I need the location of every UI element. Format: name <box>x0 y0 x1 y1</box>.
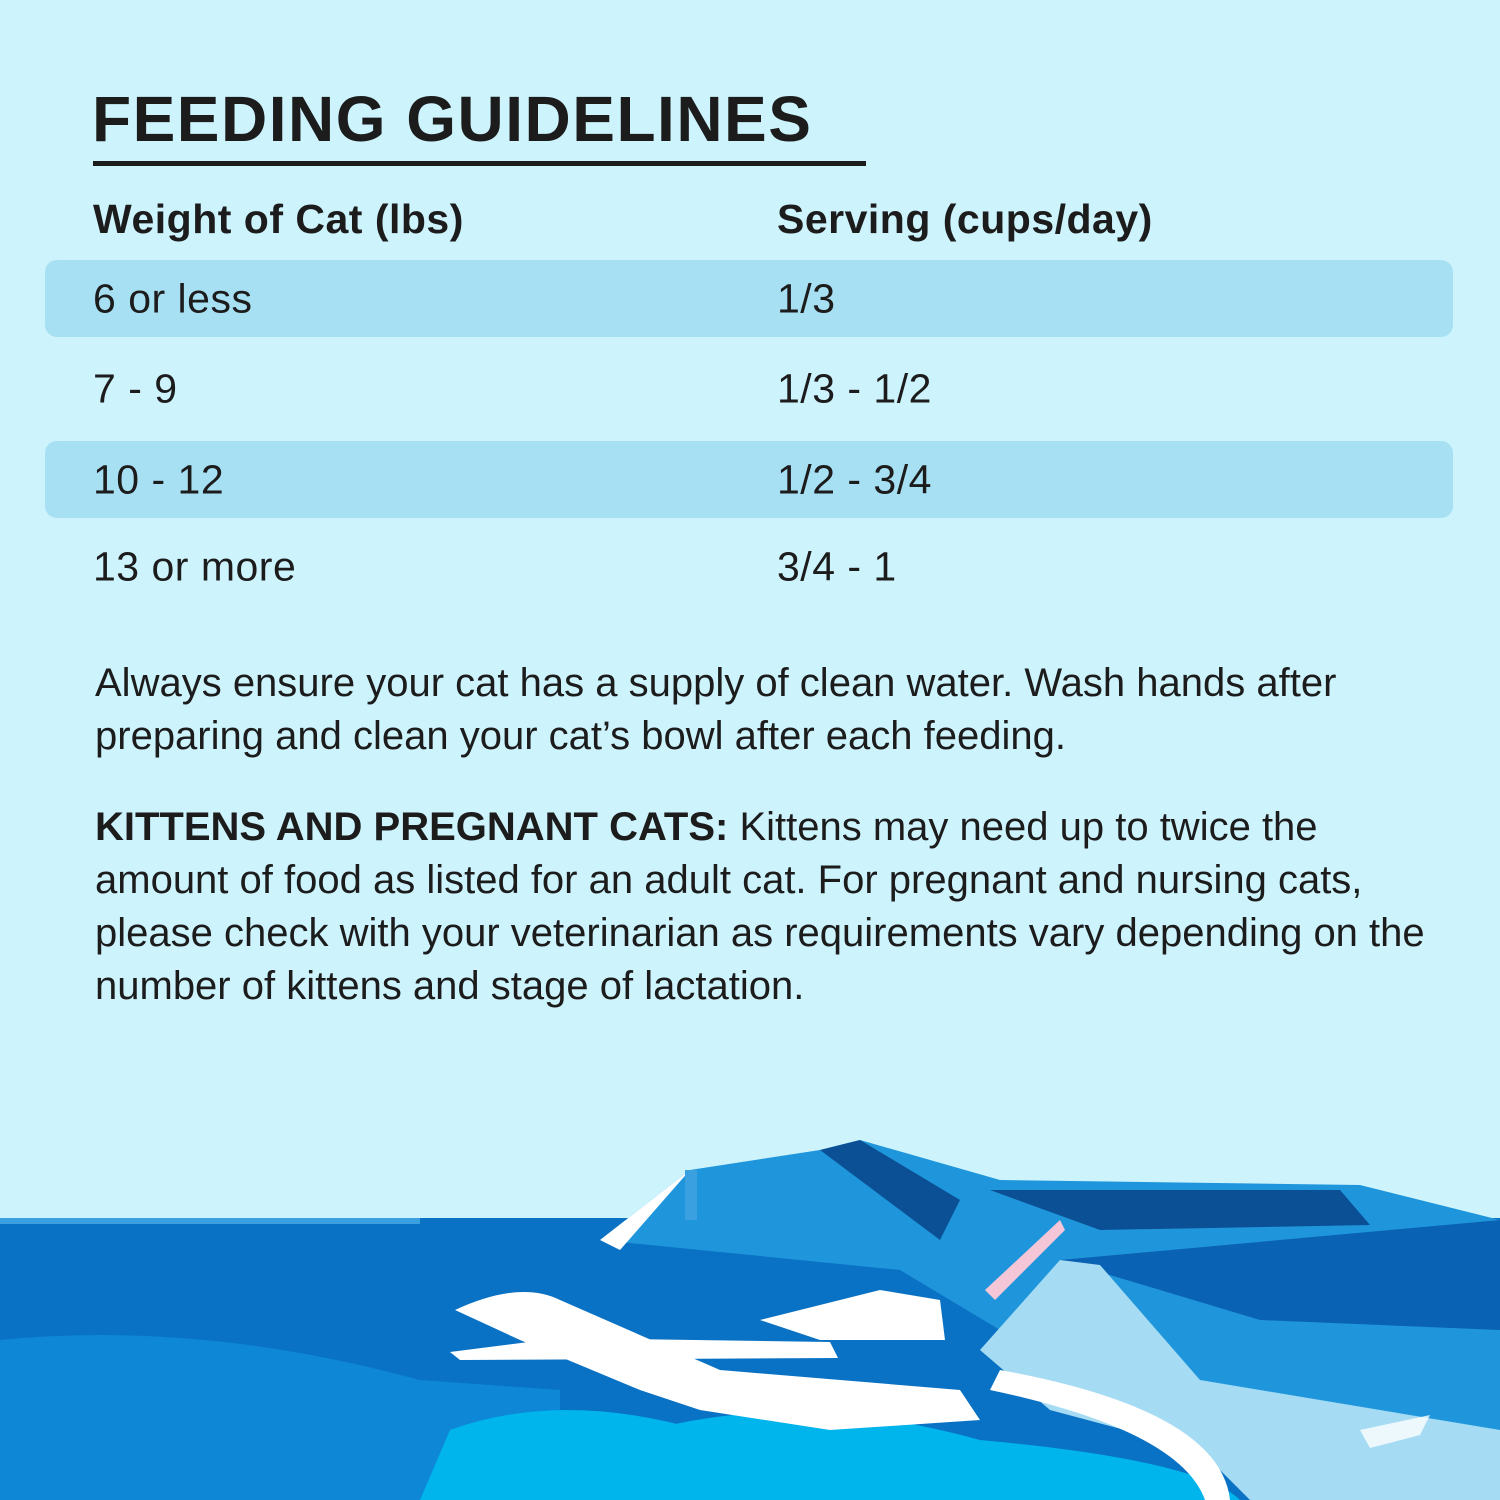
serving-cell: 1/3 <box>777 275 836 321</box>
water-note: Always ensure your cat has a supply of c… <box>95 661 1337 758</box>
kittens-note: KITTENS AND PREGNANT CATS: Kittens may n… <box>95 801 1425 1013</box>
serving-cell: 1/3 - 1/2 <box>777 365 932 411</box>
table-row: 6 or less 1/3 <box>45 260 1453 337</box>
table-row: 13 or more 3/4 - 1 <box>45 528 1453 605</box>
title-underline <box>93 161 866 166</box>
weight-cell: 7 - 9 <box>93 365 178 411</box>
serving-cell: 1/2 - 3/4 <box>777 456 932 502</box>
header-serving: Serving (cups/day) <box>777 196 1153 242</box>
table-row: 10 - 12 1/2 - 3/4 <box>45 441 1453 518</box>
weight-cell: 10 - 12 <box>93 456 225 502</box>
weight-cell: 6 or less <box>93 275 253 321</box>
page-title: FEEDING GUIDELINES <box>92 83 813 155</box>
kittens-label: KITTENS AND PREGNANT CATS: <box>95 805 729 849</box>
coastline-illustration <box>0 1140 1500 1500</box>
serving-cell: 3/4 - 1 <box>777 543 897 589</box>
table-row: 7 - 9 1/3 - 1/2 <box>45 350 1453 427</box>
header-weight: Weight of Cat (lbs) <box>93 196 464 242</box>
weight-cell: 13 or more <box>93 543 297 589</box>
kittens-text: Kittens may need up to twice the amount … <box>95 805 1425 1008</box>
